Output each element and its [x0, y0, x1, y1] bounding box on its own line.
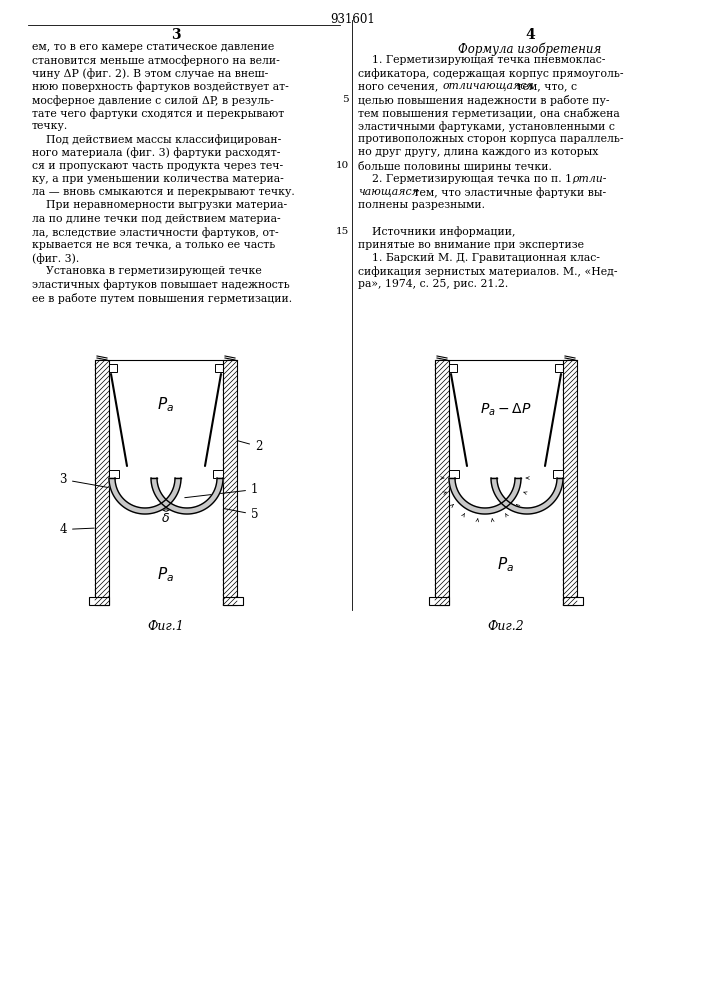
Text: 2. Герметизирующая течка по п. 1,: 2. Герметизирующая течка по п. 1, [358, 174, 579, 184]
Bar [449, 364, 457, 372]
Text: тате чего фартуки сходятся и перекрывают: тате чего фартуки сходятся и перекрывают [32, 108, 284, 119]
Text: принятые во внимание при экспертизе: принятые во внимание при экспертизе [358, 240, 584, 250]
Text: становится меньше атмосферного на вели-: становится меньше атмосферного на вели- [32, 55, 280, 66]
Text: отли-: отли- [573, 174, 607, 184]
Text: Под действием массы классифицирован-: Под действием массы классифицирован- [32, 134, 281, 145]
Text: ее в работе путем повышения герметизации.: ее в работе путем повышения герметизации… [32, 293, 292, 304]
Text: отличающаяся: отличающаяся [443, 81, 534, 91]
Bar [555, 364, 563, 372]
Text: 931601: 931601 [331, 13, 375, 26]
Text: крывается не вся течка, а только ее часть: крывается не вся течка, а только ее част… [32, 240, 275, 250]
Text: 15: 15 [336, 227, 349, 236]
Text: но друг другу, длина каждого из которых: но друг другу, длина каждого из которых [358, 147, 598, 157]
Text: сификатора, содержащая корпус прямоуголь-: сификатора, содержащая корпус прямоуголь… [358, 68, 624, 79]
Text: больше половины ширины течки.: больше половины ширины течки. [358, 161, 552, 172]
Text: ем, то в его камере статическое давление: ем, то в его камере статическое давление [32, 42, 274, 52]
Text: эластичных фартуков повышает надежность: эластичных фартуков повышает надежность [32, 280, 290, 290]
Bar [89, 597, 109, 605]
Text: 3: 3 [171, 28, 181, 42]
Polygon shape [109, 478, 181, 514]
Text: $\delta$: $\delta$ [161, 512, 170, 525]
Text: ку, а при уменьшении количества материа-: ку, а при уменьшении количества материа- [32, 174, 284, 184]
Bar [109, 470, 119, 478]
Text: противоположных сторон корпуса параллель-: противоположных сторон корпуса параллель… [358, 134, 624, 144]
Text: 10: 10 [336, 161, 349, 170]
Bar [223, 360, 237, 605]
Text: ного материала (фиг. 3) фартуки расходят-: ного материала (фиг. 3) фартуки расходят… [32, 148, 281, 158]
Text: 5: 5 [342, 95, 349, 104]
Text: нюю поверхность фартуков воздействует ат-: нюю поверхность фартуков воздействует ат… [32, 82, 288, 92]
Text: целью повышения надежности в работе пу-: целью повышения надежности в работе пу- [358, 95, 609, 106]
Text: течку.: течку. [32, 121, 69, 131]
Text: $P_a$: $P_a$ [158, 396, 175, 414]
Text: чину ΔP (фиг. 2). В этом случае на внеш-: чину ΔP (фиг. 2). В этом случае на внеш- [32, 68, 268, 79]
Text: 4: 4 [59, 523, 94, 536]
Bar [213, 470, 223, 478]
Text: (фиг. 3).: (фиг. 3). [32, 253, 79, 264]
Text: 5: 5 [223, 508, 259, 521]
Polygon shape [151, 478, 223, 514]
Text: 3: 3 [59, 473, 108, 488]
Text: ла по длине течки под действием материа-: ла по длине течки под действием материа- [32, 214, 281, 224]
Bar [435, 360, 449, 605]
Text: $P_a-\Delta P$: $P_a-\Delta P$ [480, 402, 532, 418]
Text: Формула изобретения: Формула изобретения [458, 43, 602, 56]
Text: ла, вследствие эластичности фартуков, от-: ла, вследствие эластичности фартуков, от… [32, 227, 279, 238]
Bar [109, 364, 117, 372]
Text: $P_a$: $P_a$ [158, 566, 175, 584]
Text: ного сечения,: ного сечения, [358, 81, 442, 91]
Text: чающаяся: чающаяся [358, 187, 419, 197]
Text: тем, что эластичные фартуки вы-: тем, что эластичные фартуки вы- [410, 187, 606, 198]
Text: Источники информации,: Источники информации, [358, 227, 515, 237]
Text: Фиг.1: Фиг.1 [148, 620, 185, 633]
Bar [449, 470, 459, 478]
Bar [563, 360, 577, 605]
Text: тем повышения герметизации, она снабжена: тем повышения герметизации, она снабжена [358, 108, 620, 119]
Text: эластичными фартуками, установленными с: эластичными фартуками, установленными с [358, 121, 615, 132]
Text: 4: 4 [525, 28, 535, 42]
Bar [223, 597, 243, 605]
Text: При неравномерности выгрузки материа-: При неравномерности выгрузки материа- [32, 200, 287, 210]
Text: 1. Герметизирующая течка пневмоклас-: 1. Герметизирующая течка пневмоклас- [358, 55, 605, 65]
Bar [429, 597, 449, 605]
Text: сификация зернистых материалов. М., «Нед-: сификация зернистых материалов. М., «Нед… [358, 266, 617, 277]
Text: мосферное давление с силой ΔP, в резуль-: мосферное давление с силой ΔP, в резуль- [32, 95, 274, 106]
Bar [553, 470, 563, 478]
Text: Фиг.2: Фиг.2 [488, 620, 525, 633]
Text: полнены разрезными.: полнены разрезными. [358, 200, 485, 210]
Text: ра», 1974, с. 25, рис. 21.2.: ра», 1974, с. 25, рис. 21.2. [358, 279, 508, 289]
Text: ла — вновь смыкаются и перекрывают течку.: ла — вновь смыкаются и перекрывают течку… [32, 187, 295, 197]
Text: ся и пропускают часть продукта через теч-: ся и пропускают часть продукта через теч… [32, 161, 283, 171]
Text: Установка в герметизирующей течке: Установка в герметизирующей течке [32, 266, 262, 276]
Bar [215, 364, 223, 372]
Text: 1: 1 [185, 483, 258, 498]
Polygon shape [449, 478, 521, 514]
Bar [95, 360, 109, 605]
Text: $P_a$: $P_a$ [498, 556, 515, 574]
Polygon shape [491, 478, 563, 514]
Bar [563, 597, 583, 605]
Text: тем, что, с: тем, что, с [513, 81, 577, 91]
Text: 1. Барский М. Д. Гравитационная клас-: 1. Барский М. Д. Гравитационная клас- [358, 253, 600, 263]
Text: 2: 2 [238, 440, 262, 453]
